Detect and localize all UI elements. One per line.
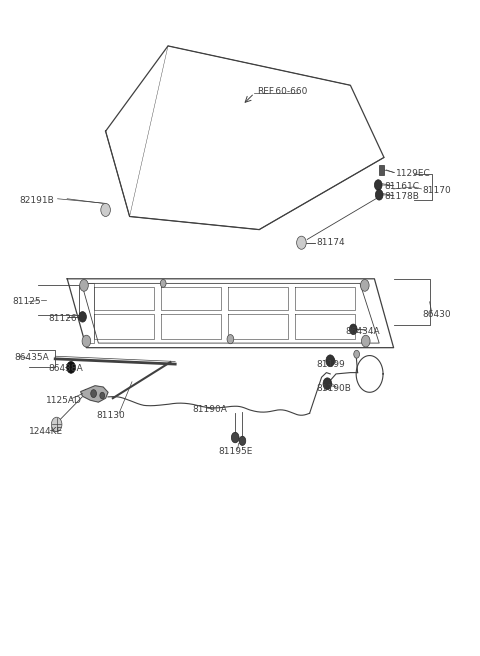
Circle shape	[80, 279, 88, 291]
Text: 81195E: 81195E	[218, 447, 253, 456]
Text: 81130: 81130	[96, 411, 125, 420]
Circle shape	[297, 236, 306, 249]
Circle shape	[160, 279, 166, 287]
Circle shape	[227, 335, 234, 344]
Text: 81125: 81125	[12, 297, 41, 306]
Circle shape	[79, 312, 86, 322]
Text: 81190B: 81190B	[317, 384, 352, 393]
Circle shape	[51, 417, 62, 432]
Text: 81126: 81126	[48, 314, 77, 323]
Circle shape	[375, 190, 383, 200]
Bar	[379, 165, 384, 175]
Text: 1244KE: 1244KE	[29, 427, 63, 436]
Circle shape	[67, 361, 75, 373]
Text: REF.60-660: REF.60-660	[257, 87, 307, 96]
Circle shape	[326, 355, 335, 367]
Text: 1125AD: 1125AD	[46, 396, 82, 405]
Circle shape	[361, 335, 370, 347]
Circle shape	[374, 180, 382, 190]
Polygon shape	[81, 386, 108, 402]
Text: 81174: 81174	[317, 238, 346, 247]
Circle shape	[231, 432, 239, 443]
Text: 86438A: 86438A	[48, 364, 83, 373]
Text: 81190A: 81190A	[192, 405, 227, 415]
Circle shape	[91, 390, 96, 398]
Text: 86434A: 86434A	[346, 327, 380, 336]
Circle shape	[82, 335, 91, 347]
Text: 81170: 81170	[422, 186, 451, 195]
Text: 86430: 86430	[422, 310, 451, 319]
Text: 81178B: 81178B	[384, 192, 419, 201]
Circle shape	[360, 279, 369, 291]
Text: 81161C: 81161C	[384, 182, 419, 192]
Text: 1129EC: 1129EC	[396, 169, 431, 178]
Circle shape	[239, 436, 246, 445]
Circle shape	[101, 203, 110, 216]
Circle shape	[100, 392, 105, 399]
Circle shape	[323, 378, 332, 390]
Text: 82191B: 82191B	[19, 195, 54, 205]
Circle shape	[354, 350, 360, 358]
Text: 81199: 81199	[317, 359, 346, 369]
Circle shape	[349, 324, 357, 335]
Text: 86435A: 86435A	[14, 353, 49, 362]
